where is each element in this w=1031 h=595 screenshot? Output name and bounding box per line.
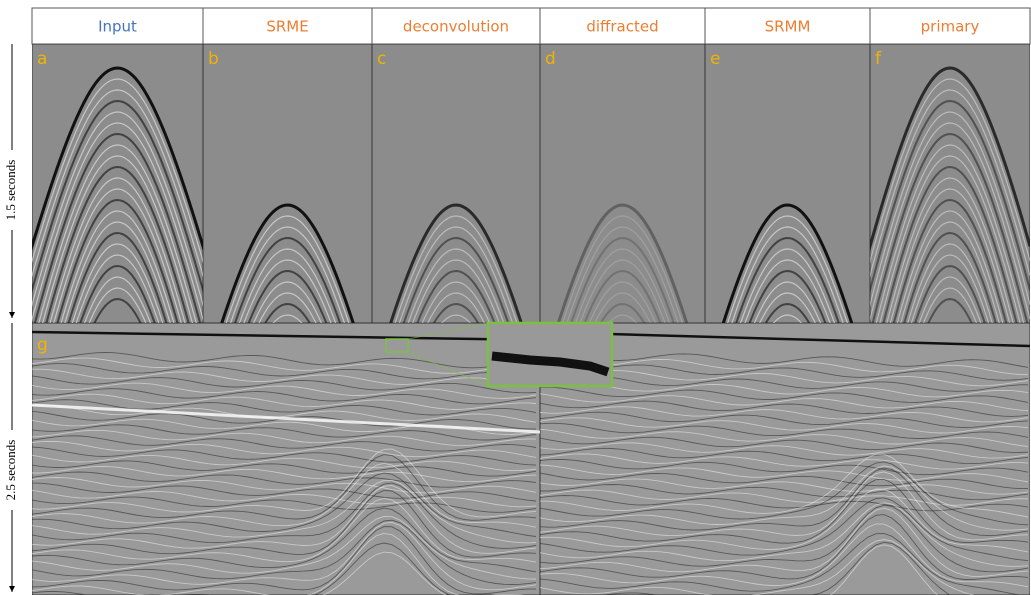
panel-bg [203, 44, 372, 323]
seismic-figure: Input SRME deconvolution diffracted SRMM prim… [0, 0, 1031, 595]
header-label: Input [98, 18, 137, 36]
panel-bg [372, 44, 540, 323]
panel-label: b [208, 49, 219, 69]
panel-label: d [545, 49, 556, 69]
panel-label: a [37, 49, 47, 69]
panel-label: e [710, 49, 720, 69]
axis-label: 2.5 seconds [3, 440, 18, 501]
panel-bottom [540, 323, 1030, 595]
arrow-head [9, 586, 15, 592]
panel-bg [540, 44, 705, 323]
panel-bg [705, 44, 870, 323]
arrow-head [9, 312, 15, 318]
panel-bottom [32, 323, 540, 595]
header-label: SRME [266, 18, 308, 36]
header-label: primary [921, 18, 980, 36]
panel-label: c [377, 49, 386, 69]
header-label: SRMM [765, 18, 811, 36]
axis-label: 1.5 seconds [3, 160, 18, 221]
header-label: diffracted [586, 18, 658, 36]
panel-label: f [875, 49, 882, 69]
header-label: deconvolution [403, 18, 509, 36]
panel-label: g [37, 335, 48, 355]
